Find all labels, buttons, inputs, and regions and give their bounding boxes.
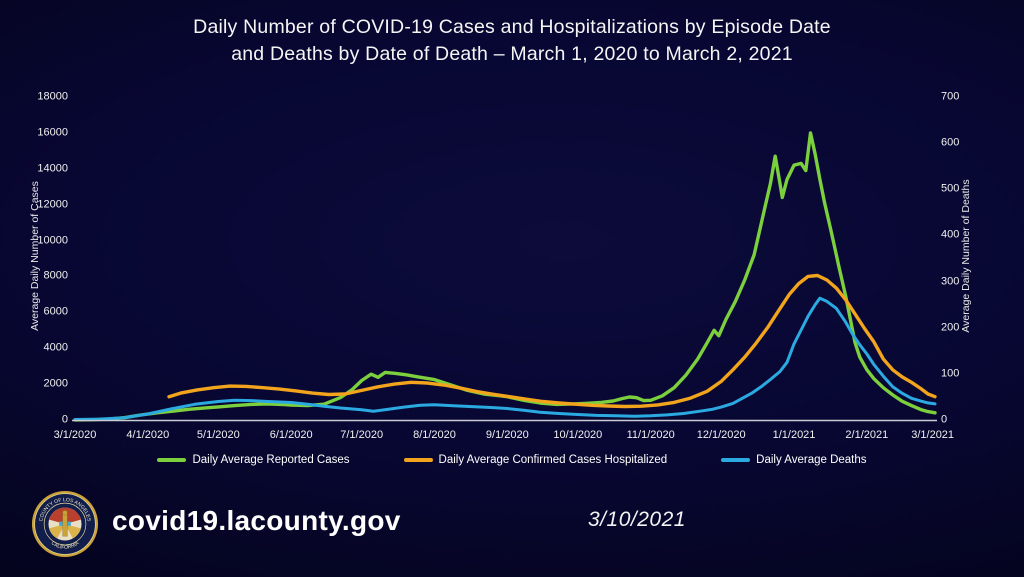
x-axis-tick-label: 4/1/2020 [126,429,170,441]
x-axis-tick-label: 11/1/2020 [626,429,675,441]
legend-label: Daily Average Confirmed Cases Hospitaliz… [438,454,668,466]
right-axis-tick-label: 100 [941,367,960,380]
chart-title: Daily Number of COVID-19 Cases and Hospi… [0,14,1024,68]
right-axis-title: Average Daily Number of Deaths [960,179,972,333]
left-axis-tick-label: 0 [61,413,68,426]
footer-url: covid19.lacounty.gov [112,505,401,536]
x-axis-tick-label: 12/1/2020 [696,429,746,441]
right-axis-tick-label: 0 [941,413,948,426]
x-axis-tick-label: 3/1/2021 [911,429,955,441]
left-axis-tick-label: 18000 [37,90,68,103]
x-axis-tick-label: 2/1/2021 [845,429,889,441]
svg-text:CALIFORNIA: CALIFORNIA [50,540,81,551]
x-axis-tick-label: 7/1/2020 [340,429,384,441]
left-axis-tick-label: 10000 [37,234,68,247]
left-axis-tick-label: 16000 [37,126,68,139]
x-axis-tick-label: 10/1/2020 [553,429,603,441]
left-axis-tick-label: 4000 [43,341,68,354]
series-line-daily-average-confirmed-cases-hospitalized [167,273,937,409]
left-axis-tick-label: 6000 [43,305,68,318]
left-axis-tick-label: 14000 [37,162,68,175]
chart-title-line1: Daily Number of COVID-19 Cases and Hospi… [193,16,831,38]
footer-date: 3/10/2021 [588,508,686,531]
x-axis-tick-label: 8/1/2020 [413,429,456,441]
la-county-seal-icon: COUNTY OF LOS ANGELES CALIFORNIA [31,490,99,558]
series-line-daily-average-reported-cases [73,131,937,422]
x-axis-tick-label: 5/1/2020 [196,429,240,441]
left-axis-title: Average Daily Number of Cases [29,181,41,331]
x-axis-tick-label: 3/1/2020 [53,429,97,441]
x-axis-tick-label: 9/1/2020 [485,429,529,441]
legend-swatch-daily-average-reported-cases [157,458,187,462]
left-axis-tick-label: 8000 [43,269,68,282]
series-line-daily-average-deaths [73,296,937,421]
legend-swatch-daily-average-deaths [721,458,751,462]
legend-item-daily-average-deaths: Daily Average Deaths [721,454,867,466]
right-axis-tick-label: 500 [941,182,960,195]
right-axis-tick-label: 200 [941,321,960,334]
legend-label: Daily Average Deaths [756,454,867,466]
chart-title-line2: and Deaths by Date of Death – March 1, 2… [231,43,793,65]
right-axis-tick-label: 600 [941,136,960,149]
seal-text-bottom: CALIFORNIA [50,540,81,551]
legend-item-daily-average-confirmed-cases-hospitalized: Daily Average Confirmed Cases Hospitaliz… [403,454,668,466]
chart-legend: Daily Average Reported Cases Daily Averag… [0,454,1024,466]
legend-swatch-daily-average-confirmed-cases-hospitalized [403,458,433,462]
legend-item-daily-average-reported-cases: Daily Average Reported Cases [157,454,350,466]
right-axis-tick-label: 700 [941,90,960,103]
x-axis-tick-label: 6/1/2020 [269,429,313,441]
right-axis-tick-label: 400 [941,228,960,241]
left-axis-tick-label: 2000 [43,377,68,390]
x-axis-tick-label: 1/1/2021 [772,429,816,441]
right-axis-tick-label: 300 [941,275,960,288]
legend-label: Daily Average Reported Cases [192,454,350,466]
left-axis-tick-label: 12000 [37,198,68,211]
plot-area [72,131,937,422]
